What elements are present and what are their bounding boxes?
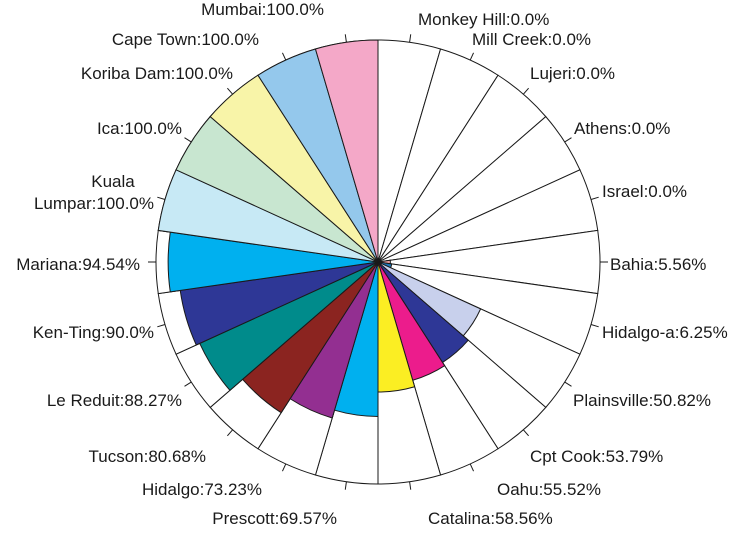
sector-label-cape-town: Cape Town:100.0% [112,30,259,49]
leader-line-mumbai [344,34,347,43]
leader-line-hidalgo [281,463,287,472]
sector-label-hidalgo-a: Hidalgo-a:6.25% [602,323,728,342]
leader-line-tucson [227,429,233,437]
sector-label-layer: Monkey Hill:0.0%Mill Creek:0.0% Lujeri:0.… [16,0,728,528]
sector-label-ken-ting: Ken-Ting:90.0% [33,323,154,342]
sector-label-mill-creek: Mill Creek:0.0% [472,30,591,49]
sector-label-mariana: Mariana:94.54% [16,255,140,274]
leader-line-kuala-lumpar [157,196,166,200]
sector-label-kuala-lumpar: Kuala Lumpar:100.0% [34,172,154,213]
leader-line-athens [564,137,572,143]
leader-line-lujeri [523,87,529,95]
sector-label-koriba-dam: Koriba Dam:100.0% [81,64,233,83]
sector-label-israel: Israel:0.0% [602,182,687,201]
sector-label-tucson: Tucson:80.68% [89,447,207,466]
leader-line-monkey-hill [409,34,412,43]
sector-label-monkey-hill: Monkey Hill:0.0% [418,10,549,29]
sector-label-mumbai: Mumbai:100.0% [201,0,324,19]
sector-label-bahia: Bahia:5.56% [610,255,706,274]
leader-line-ken-ting [157,324,166,328]
leader-line-israel [590,196,599,200]
sector-label-catalina: Catalina:58.56% [428,509,553,528]
leader-line-cape-town [281,52,287,61]
leader-line-koriba-dam [227,87,233,95]
leader-line-plainsville [564,381,572,387]
leader-line-hidalgo-a [590,324,599,328]
sector-label-ica: Ica:100.0% [97,119,182,138]
leader-line-oahu [469,463,475,472]
sector-label-hidalgo: Hidalgo:73.23% [142,480,262,499]
sector-label-athens: Athens:0.0% [574,119,670,138]
sector-label-lujeri: Lujeri:0.0% [530,64,615,83]
leader-line-ica [184,137,192,143]
sector-fill-layer [157,39,482,419]
leader-line-le-reduit [184,381,192,387]
sector-label-plainsville: Plainsville:50.82% [573,391,711,410]
leader-line-mill-creek [469,52,475,61]
sector-label-prescott: Prescott:69.57% [212,509,337,528]
sector-label-le-reduit: Le Reduit:88.27% [47,391,182,410]
leader-line-catalina [409,481,412,490]
sector-label-oahu: Oahu:55.52% [497,480,601,499]
leader-line-cpt-cook [523,429,529,437]
leader-line-prescott [344,481,347,490]
sector-label-cpt-cook: Cpt Cook:53.79% [530,447,663,466]
